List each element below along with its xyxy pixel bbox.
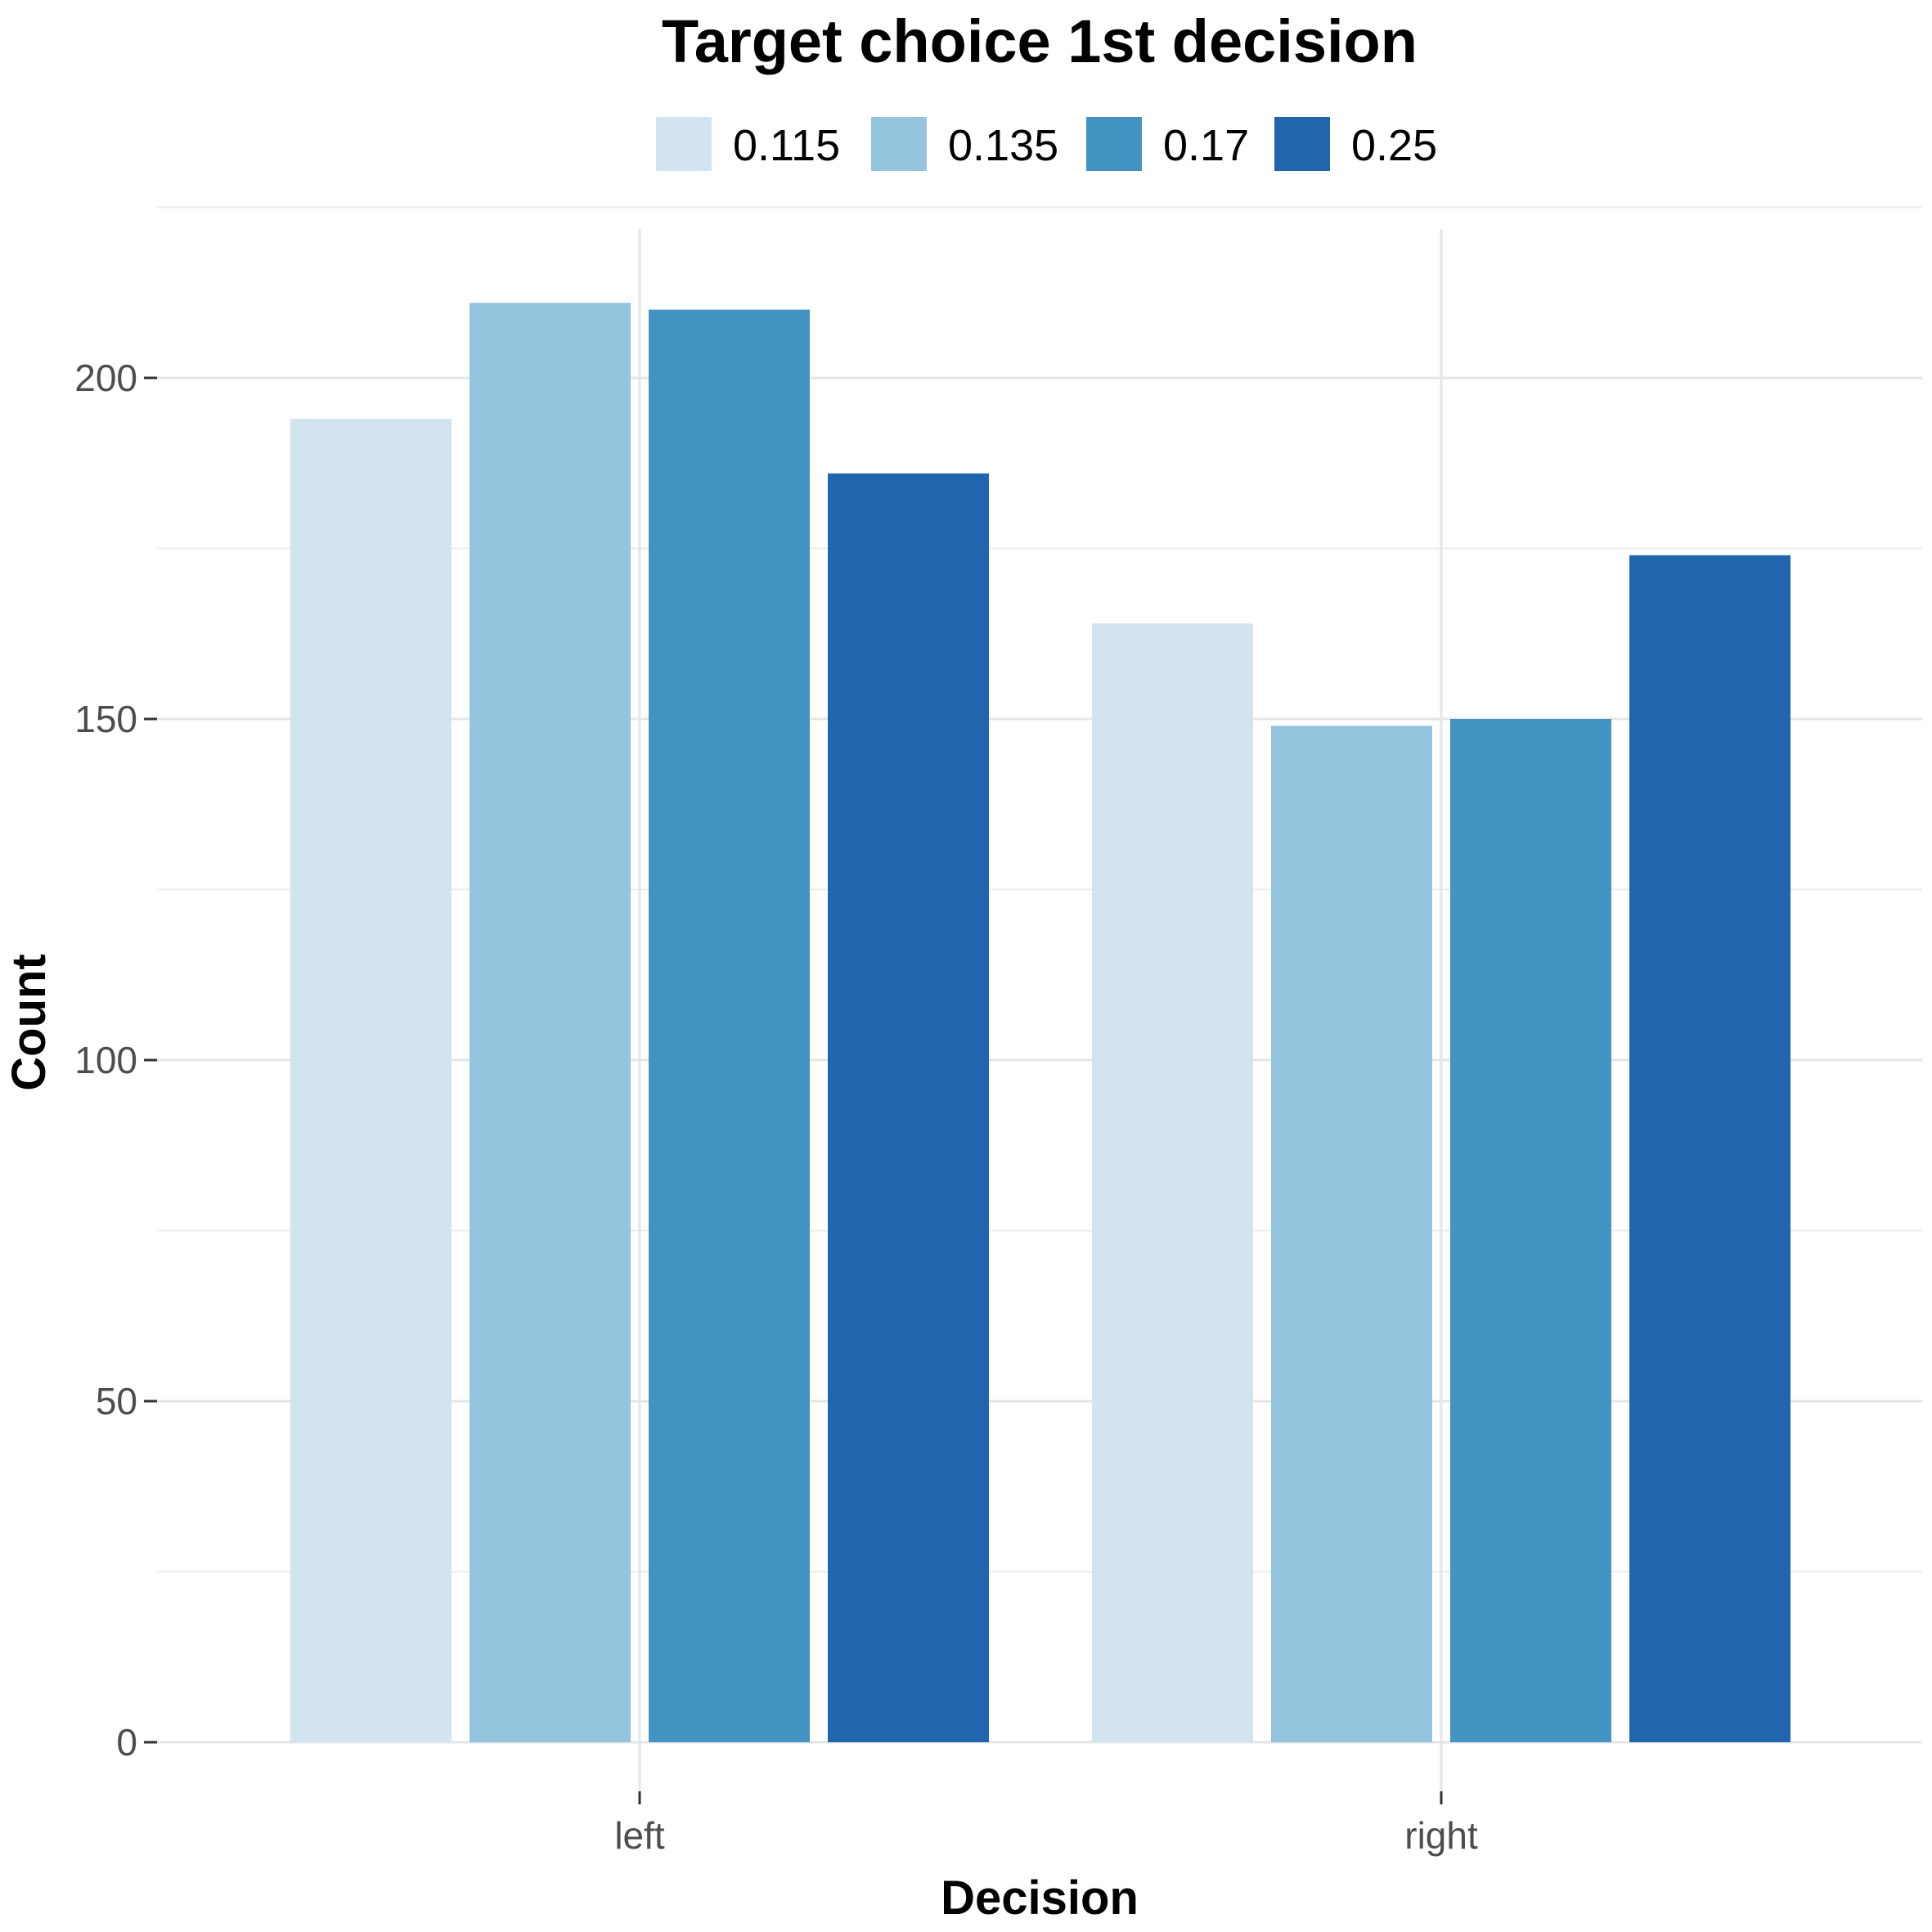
y-tick-label: 50 bbox=[96, 1380, 137, 1422]
legend-key-0_25 bbox=[1274, 117, 1330, 171]
legend-key-0_115 bbox=[656, 117, 712, 171]
y-tick-label: 200 bbox=[74, 357, 137, 399]
legend-label-0_25: 0.25 bbox=[1351, 121, 1437, 170]
legend-label-0_17: 0.17 bbox=[1163, 121, 1249, 170]
bar-left-0_135 bbox=[470, 303, 631, 1742]
bar-right-0_17 bbox=[1450, 719, 1611, 1742]
bar-right-0_115 bbox=[1092, 623, 1253, 1742]
bars bbox=[290, 303, 1790, 1743]
x-axis-title: Decision bbox=[941, 1871, 1139, 1925]
x-tick-label-left: left bbox=[614, 1814, 665, 1857]
legend-key-0_135 bbox=[871, 117, 927, 171]
legend-label-0_115: 0.115 bbox=[733, 121, 840, 170]
chart-title: Target choice 1st decision bbox=[662, 7, 1418, 75]
bar-right-0_25 bbox=[1629, 555, 1790, 1742]
y-tick-label: 100 bbox=[74, 1039, 137, 1081]
y-axis-title: Count bbox=[2, 954, 56, 1091]
bar-right-0_135 bbox=[1271, 726, 1432, 1742]
y-tick-label: 150 bbox=[74, 698, 137, 740]
x-tick-label-right: right bbox=[1404, 1814, 1478, 1857]
x-axis: left right bbox=[614, 1791, 1478, 1857]
legend-label-0_135: 0.135 bbox=[948, 121, 1058, 170]
y-axis: 0 50 100 150 200 bbox=[74, 357, 157, 1764]
bar-left-0_25 bbox=[828, 473, 989, 1742]
bar-left-0_17 bbox=[649, 309, 810, 1743]
legend: 0.115 0.135 0.17 0.25 bbox=[656, 117, 1437, 171]
bar-left-0_115 bbox=[290, 419, 452, 1742]
y-tick-label: 0 bbox=[116, 1721, 137, 1764]
legend-key-0_17 bbox=[1086, 117, 1142, 171]
